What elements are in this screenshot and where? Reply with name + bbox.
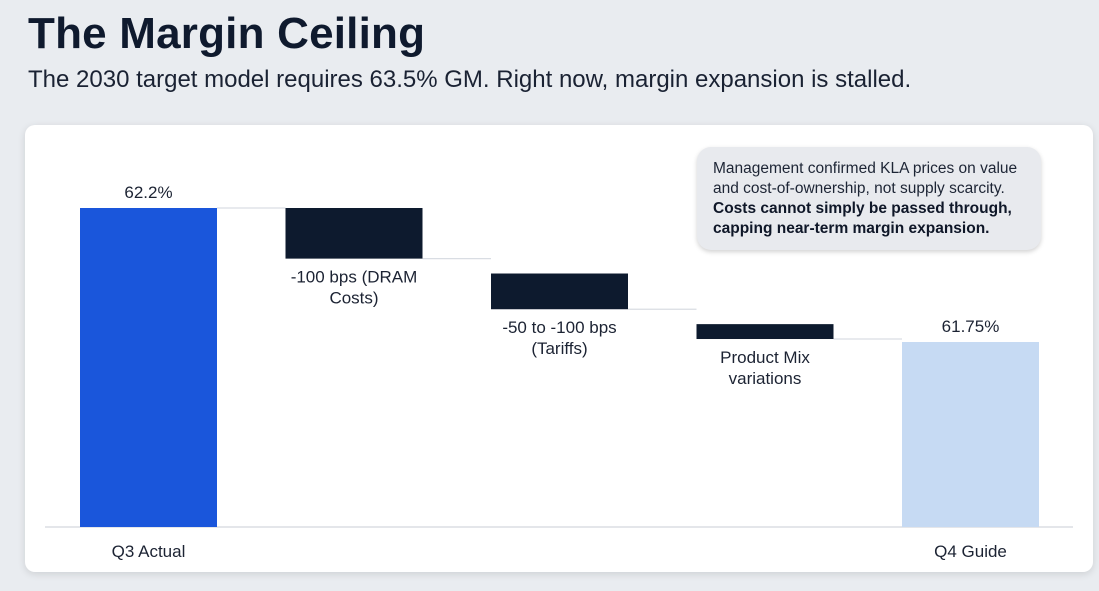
callout-line: and cost-of-ownership, not supply scarci… [713,180,1005,197]
page-title: The Margin Ceiling [28,9,426,58]
category-label: variations [729,369,802,388]
delta-bar [696,324,834,340]
category-label: -100 bps (DRAM [291,268,418,287]
category-label: -50 to -100 bps [502,318,616,337]
callout-bold-line: capping near-term margin expansion. [713,220,990,237]
total-bar [902,342,1039,527]
chart-card: 62.2% Q3 Actual -100 bps (DRAM Costs) -50 to… [25,125,1093,572]
category-label: Q4 Guide [934,542,1007,561]
delta-bar [285,208,423,259]
category-label: (Tariffs) [531,339,587,358]
page-subtitle: The 2030 target model requires 63.5% GM.… [28,66,912,93]
category-label: Product Mix [720,348,810,367]
callout-bold-line: Costs cannot simply be passed through, [713,200,1012,217]
waterfall-chart: 62.2% Q3 Actual -100 bps (DRAM Costs) -50 to… [45,183,1073,561]
total-bar [80,208,217,527]
value-label: 62.2% [124,183,172,202]
callout-box: Management confirmed KLA prices on value… [697,147,1041,250]
value-label: 61.75% [942,317,1000,336]
callout-line: Management confirmed KLA prices on value [713,160,1018,177]
category-label: Costs) [329,289,378,308]
category-label: Q3 Actual [112,542,186,561]
delta-bar [491,273,628,310]
